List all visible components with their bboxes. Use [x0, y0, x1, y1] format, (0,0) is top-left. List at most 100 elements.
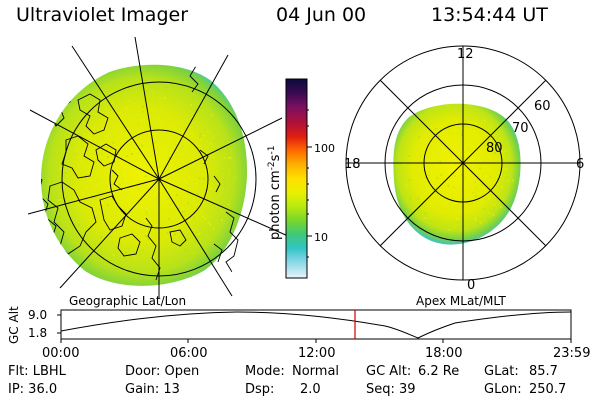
- texture-speck: [455, 221, 458, 224]
- texture-speck: [86, 187, 88, 189]
- texture-speck: [142, 249, 144, 252]
- magnetic-panel: 12 18 6 0 60 70 80: [344, 45, 584, 293]
- texture-speck: [184, 210, 186, 212]
- texture-speck: [411, 197, 414, 199]
- timeline-xtick-2359: 23:59: [553, 346, 590, 361]
- texture-speck: [428, 174, 430, 176]
- texture-speck: [505, 143, 507, 146]
- texture-speck: [228, 157, 230, 159]
- texture-speck: [473, 130, 475, 132]
- timeline-ticks: [57, 314, 572, 343]
- timeline-xtick-1800: 18:00: [425, 346, 462, 361]
- texture-speck: [88, 194, 90, 196]
- texture-speck: [107, 132, 110, 135]
- texture-speck: [77, 179, 80, 181]
- texture-speck: [184, 127, 186, 129]
- texture-speck: [475, 186, 477, 189]
- texture-speck: [129, 195, 131, 197]
- mlat-label-80: 80: [486, 141, 503, 156]
- texture-speck: [499, 175, 502, 177]
- texture-speck: [440, 173, 442, 176]
- texture-speck: [75, 143, 77, 146]
- texture-speck: [493, 172, 496, 175]
- texture-speck: [133, 142, 135, 145]
- texture-speck: [197, 211, 200, 214]
- texture-speck: [445, 129, 448, 131]
- texture-speck: [445, 143, 448, 146]
- texture-speck: [461, 173, 464, 176]
- texture-speck: [448, 229, 451, 231]
- aurora-texture-magnetic: [403, 113, 514, 232]
- texture-speck: [494, 152, 496, 154]
- texture-speck: [202, 215, 204, 218]
- texture-speck: [133, 103, 136, 105]
- texture-speck: [90, 208, 92, 211]
- texture-speck: [144, 235, 147, 237]
- texture-speck: [146, 145, 148, 148]
- texture-speck: [145, 88, 147, 90]
- texture-speck: [484, 144, 486, 147]
- texture-speck: [95, 129, 97, 131]
- texture-speck: [466, 115, 469, 117]
- texture-speck: [124, 94, 127, 96]
- texture-speck: [457, 218, 459, 220]
- texture-speck: [166, 203, 168, 206]
- altitude-timeline: GC Alt 9.0 1.8 00:00 06:00 12:00 18:00 2…: [7, 306, 590, 361]
- texture-speck: [474, 219, 477, 221]
- texture-speck: [405, 183, 408, 186]
- texture-speck: [131, 153, 133, 155]
- texture-speck: [127, 247, 130, 249]
- dsp-value: 2.0: [300, 382, 321, 397]
- texture-speck: [110, 183, 112, 186]
- texture-speck: [409, 197, 412, 200]
- texture-speck: [506, 190, 509, 192]
- texture-speck: [137, 188, 140, 191]
- texture-speck: [199, 238, 201, 241]
- texture-speck: [505, 168, 507, 170]
- texture-speck: [451, 198, 453, 200]
- texture-speck: [418, 136, 420, 138]
- aurora-oval-geographic: [41, 64, 248, 286]
- texture-speck: [99, 148, 101, 150]
- glon-value: 250.7: [529, 382, 567, 397]
- texture-speck: [479, 167, 481, 169]
- glat-value: 85.7: [529, 364, 558, 379]
- texture-speck: [136, 230, 138, 233]
- texture-speck: [86, 176, 89, 178]
- texture-speck: [216, 170, 219, 172]
- texture-speck: [488, 156, 491, 158]
- texture-speck: [468, 138, 471, 140]
- texture-speck: [182, 168, 185, 171]
- texture-speck: [166, 232, 169, 234]
- texture-speck: [219, 217, 221, 219]
- texture-speck: [211, 114, 213, 117]
- texture-speck: [177, 156, 179, 158]
- texture-speck: [479, 221, 481, 224]
- texture-speck: [473, 138, 475, 141]
- texture-speck: [169, 160, 171, 163]
- texture-speck: [125, 251, 127, 254]
- texture-speck: [149, 118, 152, 121]
- texture-speck: [121, 177, 124, 180]
- texture-speck: [403, 168, 405, 171]
- texture-speck: [474, 195, 477, 197]
- geographic-graticule: [27, 36, 289, 298]
- texture-speck: [145, 160, 147, 162]
- texture-speck: [119, 173, 122, 175]
- texture-speck: [489, 176, 492, 178]
- texture-speck: [95, 159, 98, 161]
- texture-speck: [185, 139, 187, 141]
- texture-speck: [491, 148, 494, 150]
- seq-info: Seq: 39: [366, 382, 416, 397]
- texture-speck: [498, 151, 501, 154]
- texture-speck: [506, 177, 509, 180]
- texture-speck: [59, 167, 62, 169]
- texture-speck: [78, 228, 80, 231]
- texture-speck: [176, 214, 178, 217]
- gcalt-label: GC Alt:: [366, 364, 412, 379]
- texture-speck: [411, 178, 414, 180]
- texture-speck: [193, 216, 195, 219]
- texture-speck: [460, 157, 463, 159]
- texture-speck: [197, 200, 200, 203]
- texture-speck: [165, 83, 168, 85]
